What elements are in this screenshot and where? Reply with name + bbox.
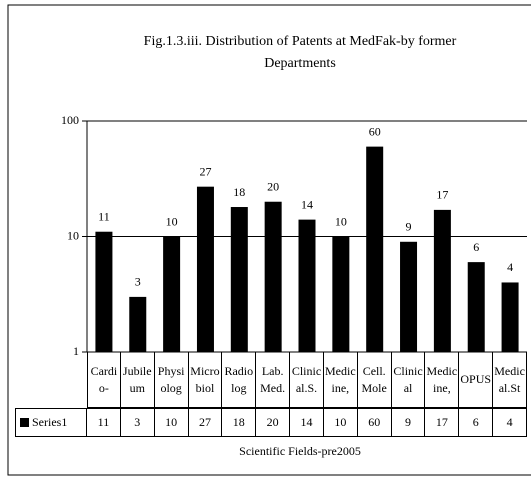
data-label: 20 xyxy=(267,179,279,193)
bar xyxy=(163,236,181,352)
legend-cell: Series1 xyxy=(15,408,87,437)
legend-swatch xyxy=(20,418,29,427)
category-cell: Medicine, xyxy=(323,352,358,408)
bar xyxy=(264,201,282,352)
value-cell: 4 xyxy=(493,408,527,437)
data-label: 27 xyxy=(199,164,211,178)
category-cell: Medical.St xyxy=(493,352,527,408)
value-cell: 3 xyxy=(120,408,155,437)
category-cell: Lab. Med. xyxy=(256,352,291,408)
chart-title: Fig.1.3.iii. Distribution of Patents at … xyxy=(144,34,457,71)
value-cell: 18 xyxy=(222,408,257,437)
bar xyxy=(332,236,350,352)
data-label: 17 xyxy=(436,188,448,202)
category-cell: Clinical xyxy=(391,352,426,408)
category-cell: OPUS xyxy=(459,352,494,408)
bar xyxy=(230,207,248,352)
bar xyxy=(400,241,418,352)
category-cell: Microbiol xyxy=(188,352,223,408)
data-label: 60 xyxy=(369,124,381,138)
data-label: 6 xyxy=(473,240,479,254)
category-cell: Radiolog xyxy=(222,352,257,408)
value-cell: 10 xyxy=(323,408,358,437)
value-cell: 20 xyxy=(256,408,291,437)
data-label: 14 xyxy=(301,197,313,211)
data-label: 18 xyxy=(233,185,245,199)
value-cell: 10 xyxy=(154,408,189,437)
bar xyxy=(501,282,519,352)
data-label: 4 xyxy=(507,260,513,274)
category-cell: Medicine, xyxy=(425,352,460,408)
legend-label: Series1 xyxy=(32,415,68,429)
data-label: 11 xyxy=(98,209,110,223)
value-cell: 14 xyxy=(290,408,324,437)
data-label: 9 xyxy=(406,220,412,234)
y-tick-label: 10 xyxy=(67,228,79,242)
category-cell: Jubileum xyxy=(120,352,155,408)
y-tick-label: 100 xyxy=(61,113,79,127)
value-cell: 17 xyxy=(425,408,460,437)
value-cell: 11 xyxy=(87,408,121,437)
data-label: 10 xyxy=(335,214,347,228)
y-tick-label: 1 xyxy=(73,344,79,358)
category-cell: Cell. Mole xyxy=(357,352,392,408)
x-axis-label: Scientific Fields-pre2005 xyxy=(239,444,361,458)
bar xyxy=(129,296,147,352)
bar xyxy=(298,219,316,352)
data-label: 3 xyxy=(135,275,141,289)
bar xyxy=(366,146,384,352)
category-cell: Physiolog xyxy=(154,352,189,408)
bar xyxy=(433,209,451,352)
bar xyxy=(95,231,113,352)
bar xyxy=(467,262,485,352)
value-cell: 27 xyxy=(188,408,223,437)
category-cell: Cardio- xyxy=(87,352,121,408)
category-cell: Clinical.S. xyxy=(290,352,324,408)
value-cell: 9 xyxy=(391,408,426,437)
value-cell: 60 xyxy=(357,408,392,437)
value-cell: 6 xyxy=(459,408,494,437)
bar xyxy=(196,186,214,352)
data-label: 10 xyxy=(166,214,178,228)
chart-border xyxy=(7,4,531,476)
